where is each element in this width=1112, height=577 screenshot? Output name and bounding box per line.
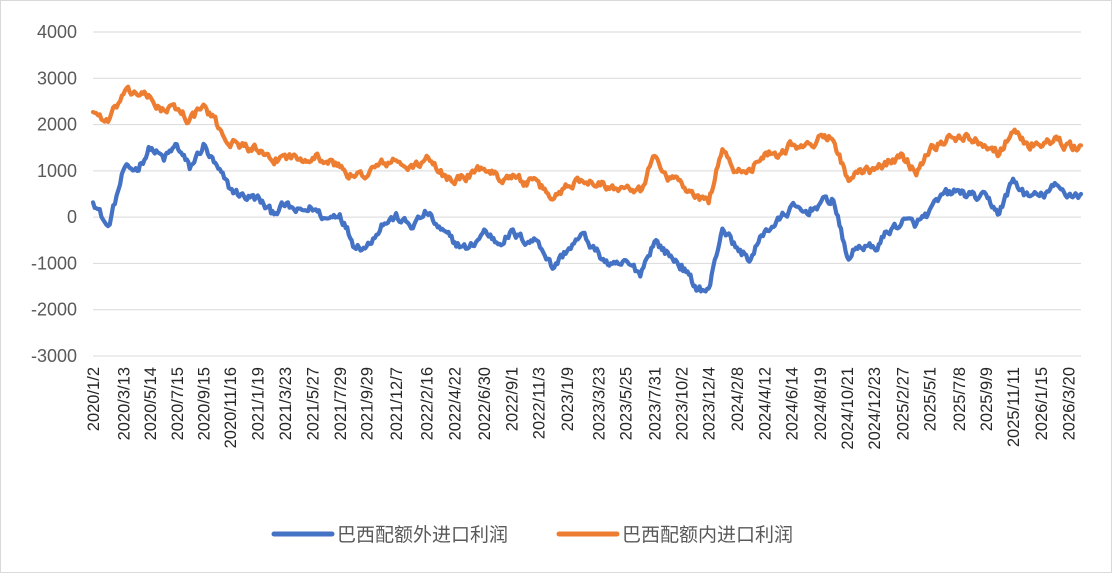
- y-tick-label: -2000: [31, 300, 77, 320]
- y-axis-tick-labels: 4000 3000 2000 1000 0 -1000 -2000 -3000: [31, 22, 77, 366]
- x-tick-label: 2020/7/15: [169, 367, 187, 440]
- x-tick-label: 2021/7/29: [332, 367, 350, 440]
- y-tick-label: -1000: [31, 253, 77, 273]
- x-tick-label: 2022/11/3: [530, 367, 548, 439]
- x-tick-label: 2025/11/11: [1005, 367, 1023, 447]
- x-tick-label: 2020/5/14: [142, 367, 160, 440]
- x-tick-label: 2021/1/19: [250, 367, 268, 440]
- x-tick-label: 2021/3/23: [277, 367, 295, 440]
- x-tick-label: 2024/8/19: [812, 367, 830, 440]
- x-tick-label: 2022/6/30: [476, 367, 494, 440]
- legend: 巴西配额外进口利润 巴西配额内进口利润: [271, 524, 793, 546]
- x-tick-label: 2020/9/15: [195, 367, 213, 440]
- x-tick-label: 2020/1/2: [85, 367, 103, 431]
- x-tick-label: 2026/1/15: [1033, 367, 1051, 440]
- x-tick-label: 2020/3/13: [116, 367, 134, 440]
- x-tick-label: 2021/5/27: [305, 367, 323, 440]
- x-tick-label: 2023/1/9: [559, 367, 577, 431]
- y-tick-label: 4000: [37, 22, 77, 42]
- x-tick-label: 2023/12/4: [701, 367, 719, 440]
- x-tick-label: 2022/4/22: [447, 367, 465, 440]
- series-line: [90, 141, 1084, 294]
- y-tick-label: 3000: [37, 68, 77, 88]
- x-tick-label: 2022/2/16: [419, 367, 437, 440]
- x-tick-label: 2024/6/14: [784, 367, 802, 440]
- x-tick-label: 2023/5/25: [618, 367, 636, 440]
- x-tick-label: 2022/9/1: [503, 367, 521, 431]
- y-tick-label: -3000: [31, 346, 77, 366]
- x-tick-label: 2021/12/7: [388, 367, 406, 440]
- x-tick-label: 2023/7/31: [647, 367, 665, 440]
- y-tick-label: 1000: [37, 161, 77, 181]
- x-axis-tick-labels: 2020/1/2 2020/3/13 2020/5/14 2020/7/15 2020/…: [85, 367, 1079, 450]
- x-tick-label: 2025/7/8: [951, 367, 969, 431]
- legend-label: 巴西配额外进口利润: [337, 524, 508, 546]
- gridlines: [93, 31, 1081, 357]
- x-tick-label: 2025/5/1: [922, 367, 940, 431]
- x-tick-label: 2024/4/12: [757, 367, 775, 440]
- series-line: [90, 84, 1084, 206]
- series-lines: [90, 84, 1084, 294]
- x-tick-label: 2024/12/23: [866, 367, 884, 450]
- y-tick-label: 2000: [37, 115, 77, 135]
- x-tick-label: 2023/10/2: [674, 367, 692, 440]
- x-tick-label: 2024/2/8: [729, 367, 747, 431]
- x-tick-label: 2020/11/16: [222, 367, 240, 448]
- x-tick-label: 2024/10/21: [839, 367, 857, 450]
- y-tick-label: 0: [67, 207, 77, 227]
- x-tick-label: 2025/2/27: [895, 367, 913, 440]
- x-tick-label: 2023/3/23: [591, 367, 609, 440]
- x-tick-label: 2026/3/20: [1061, 367, 1079, 440]
- x-tick-label: 2025/9/9: [978, 367, 996, 431]
- legend-label: 巴西配额内进口利润: [622, 524, 793, 546]
- x-tick-label: 2021/9/29: [358, 367, 376, 440]
